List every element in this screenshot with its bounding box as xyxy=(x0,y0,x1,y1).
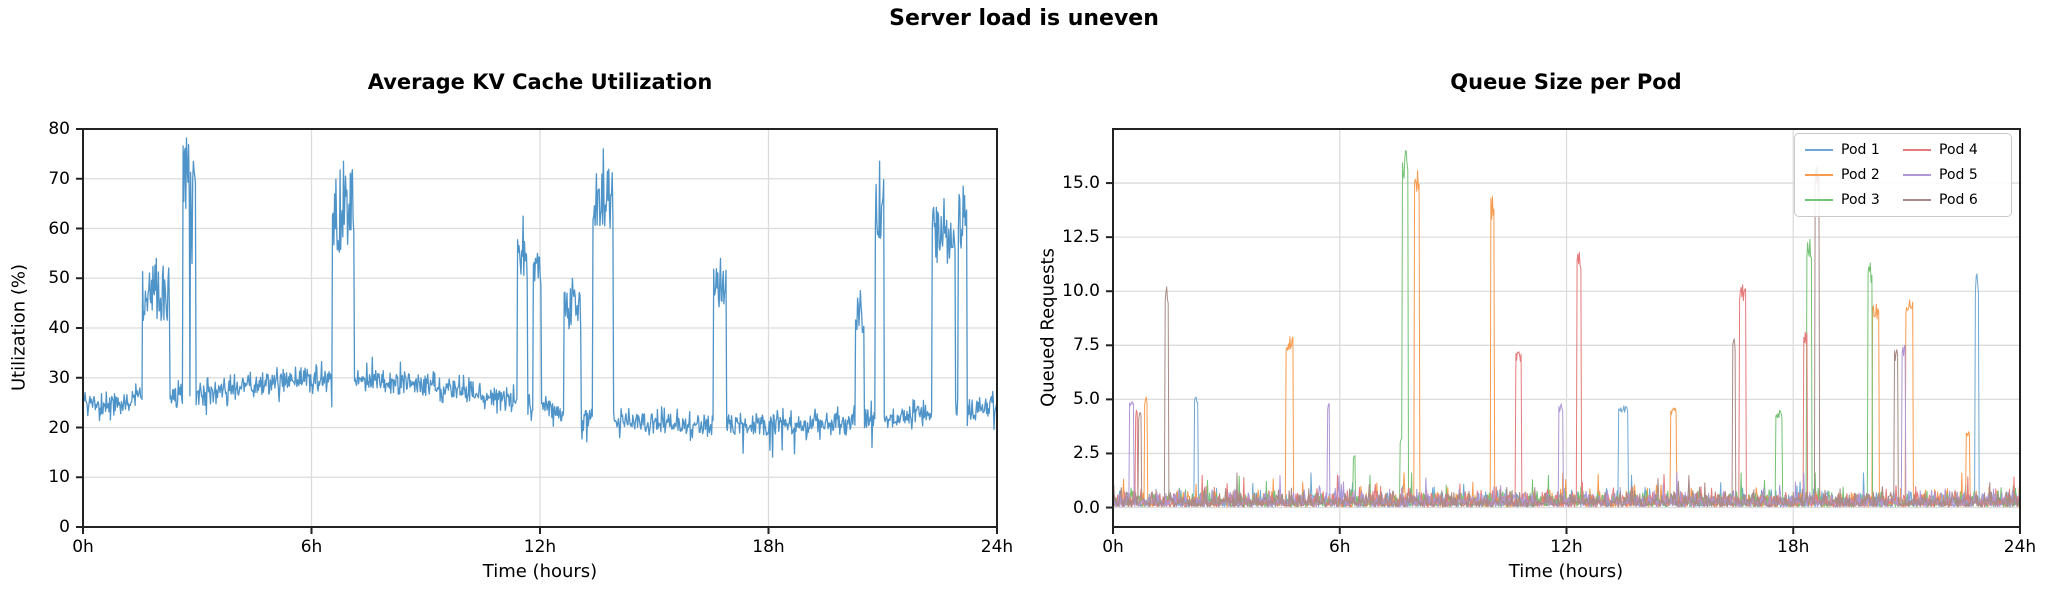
legend-item-pod-4: Pod 4 xyxy=(1903,138,2001,163)
legend-item-pod-1: Pod 1 xyxy=(1805,138,1903,163)
legend-item-pod-2: Pod 2 xyxy=(1805,163,1903,188)
legend-line-swatch xyxy=(1805,149,1833,152)
y-tick-label: 10 xyxy=(48,467,70,488)
series-line-pod-6 xyxy=(1112,165,2021,508)
right-chart-title: Queue Size per Pod xyxy=(1450,70,1682,94)
y-tick-label: 20 xyxy=(48,417,70,438)
y-tick-label: 40 xyxy=(48,318,70,338)
x-tick-label: 18h xyxy=(1777,537,1810,557)
x-tick-label: 18h xyxy=(752,537,785,557)
legend-line-swatch xyxy=(1903,149,1931,152)
x-tick-label: 0h xyxy=(72,537,94,557)
legend-label: Pod 4 xyxy=(1939,142,1978,159)
y-tick-label: 15.0 xyxy=(1062,173,1100,194)
left-x-axis-label: Time (hours) xyxy=(482,561,598,582)
legend-item-pod-3: Pod 3 xyxy=(1805,187,1903,212)
x-tick-label: 6h xyxy=(1328,537,1351,557)
y-tick-label: 30 xyxy=(48,367,70,388)
x-tick-label: 24h xyxy=(2003,537,2037,557)
legend-label: Pod 3 xyxy=(1841,191,1880,208)
y-tick-label: 0.0 xyxy=(1072,497,1100,518)
series-line-pod-5 xyxy=(1112,344,2021,508)
right-y-axis-label: Queued Requests xyxy=(1037,248,1059,407)
legend-line-swatch xyxy=(1805,173,1833,176)
y-tick-label: 2.5 xyxy=(1072,443,1100,464)
figure-suptitle: Server load is uneven xyxy=(889,6,1159,31)
legend-item-pod-5: Pod 5 xyxy=(1903,163,2001,188)
legend-label: Pod 1 xyxy=(1841,142,1880,159)
legend-label: Pod 2 xyxy=(1841,166,1880,183)
x-tick-label: 6h xyxy=(300,537,323,557)
x-tick-label: 24h xyxy=(980,537,1014,557)
legend-line-swatch xyxy=(1805,198,1833,201)
left-chart-title: Average KV Cache Utilization xyxy=(367,70,713,94)
y-tick-label: 60 xyxy=(48,218,70,239)
y-tick-label: 7.5 xyxy=(1072,335,1100,356)
legend-item-pod-6: Pod 6 xyxy=(1903,187,2001,212)
right-x-axis-label: Time (hours) xyxy=(1508,561,1624,582)
x-tick-label: 0h xyxy=(1102,537,1124,557)
y-tick-label: 12.5 xyxy=(1062,227,1100,248)
legend-line-swatch xyxy=(1903,173,1931,176)
y-tick-label: 80 xyxy=(48,119,70,139)
x-tick-label: 12h xyxy=(1550,537,1583,557)
y-tick-label: 5.0 xyxy=(1072,389,1100,410)
axes-spines xyxy=(1112,128,2021,528)
y-tick-label: 10.0 xyxy=(1062,281,1100,302)
x-tick-label: 12h xyxy=(523,537,557,557)
series-line-avg-kv-cache-utilization xyxy=(82,137,998,458)
legend-line-swatch xyxy=(1903,198,1931,201)
legend-label: Pod 6 xyxy=(1939,191,1978,208)
legend: Pod 1 Pod 2 Pod 3 Pod 4 Pod 5 Pod 6 xyxy=(1794,133,2012,217)
axes-spines xyxy=(82,128,998,528)
y-tick-label: 0 xyxy=(59,517,70,537)
y-tick-label: 70 xyxy=(48,168,70,189)
legend-label: Pod 5 xyxy=(1939,166,1978,183)
y-tick-label: 50 xyxy=(48,268,70,289)
